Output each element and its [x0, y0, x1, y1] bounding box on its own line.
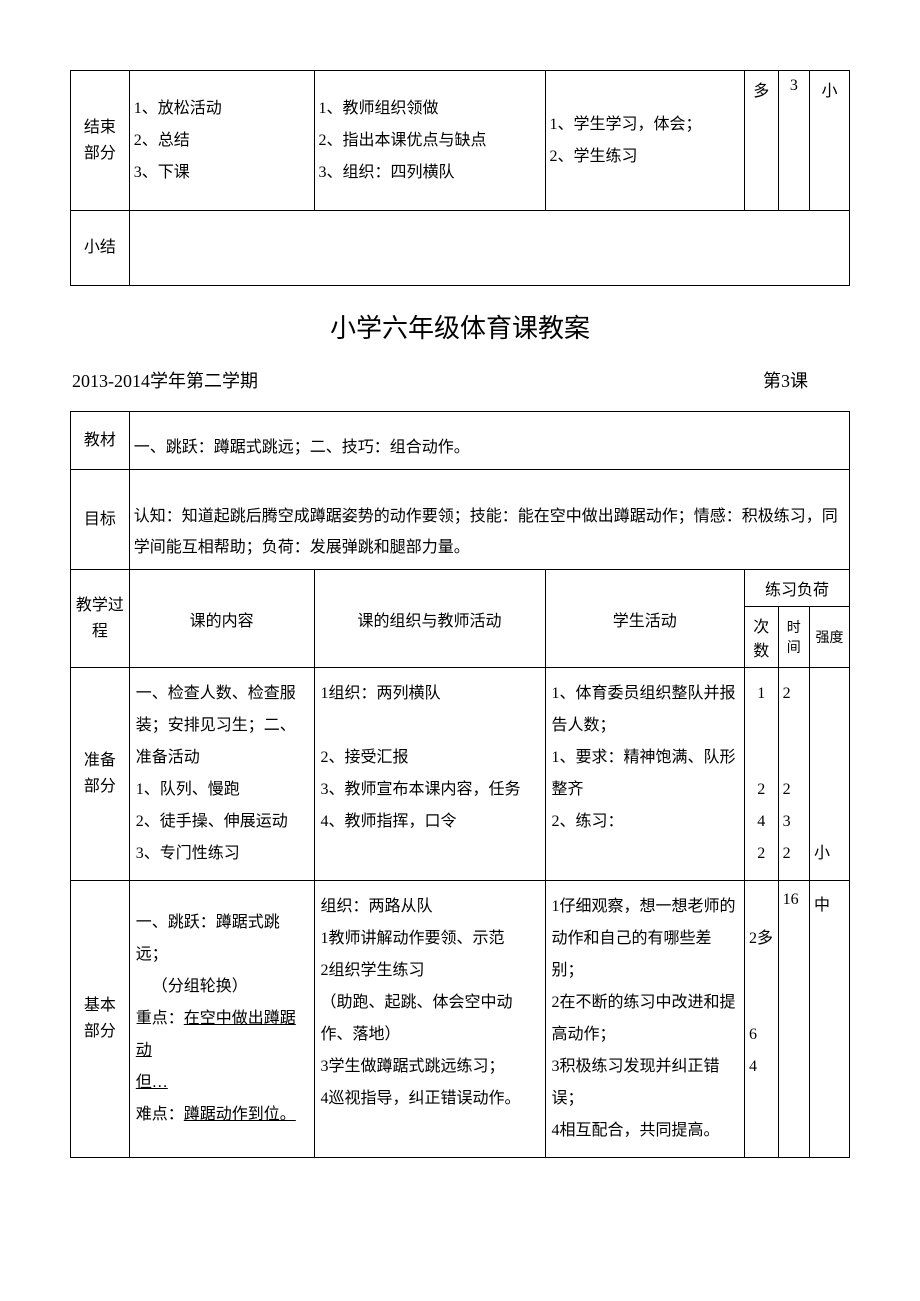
top-table: 结束 部分 1、放松活动 2、总结 3、下课 1、教师组织领做 2、指出本课优点…	[70, 70, 850, 286]
prep-label: 准备 部分	[71, 668, 130, 881]
basic-teacher: 组织：两路从队 1教师讲解动作要领、示范 2组织学生练习 （助跑、起跳、体会空中…	[314, 881, 545, 1158]
basic-content: 一、跳跃：蹲踞式跳远； （分组轮换） 重点：在空中做出蹲踞动 但… 难点：蹲踞动…	[129, 881, 314, 1158]
material-content: 一、跳跃：蹲踞式跳远；二、技巧：组合动作。	[129, 412, 849, 470]
lesson-number: 第3课	[763, 367, 808, 393]
end-label-l2: 部分	[75, 141, 125, 167]
basic-c2-l3a: 重点：	[136, 1010, 184, 1027]
basic-label-l1: 基本	[75, 993, 125, 1019]
subheader: 2013-2014学年第二学期 第3课	[70, 367, 850, 393]
basic-time: 16	[778, 881, 809, 1158]
header-process-l2: 程	[75, 619, 125, 645]
header-load: 练习负荷	[744, 570, 849, 607]
end-intensity: 小	[810, 71, 850, 211]
basic-label: 基本 部分	[71, 881, 130, 1158]
material-label: 教材	[71, 412, 130, 470]
header-student: 学生活动	[545, 570, 744, 668]
row-material: 教材 一、跳跃：蹲踞式跳远；二、技巧：组合动作。	[71, 412, 850, 470]
row-prep: 准备 部分 一、检查人数、检查服装；安排见习生；二、准备活动 1、队列、慢跑 2…	[71, 668, 850, 881]
basic-label-l2: 部分	[75, 1019, 125, 1045]
basic-intensity: 中	[810, 881, 850, 1158]
header-teacher: 课的组织与教师活动	[314, 570, 545, 668]
prep-student: 1、体育委员组织整队并报告人数； 1、要求：精神饱满、队形整齐 2、练习：	[545, 668, 744, 881]
header-count-l1: 次	[753, 619, 769, 636]
end-teacher: 1、教师组织领做 2、指出本课优点与缺点 3、组织：四列横队	[314, 71, 545, 211]
header-count-l2: 数	[753, 643, 769, 660]
end-student: 1、学生学习，体会； 2、学生练习	[545, 71, 744, 211]
basic-count: 2多 6 4	[744, 881, 778, 1158]
prep-label-l2: 部分	[75, 774, 125, 800]
basic-c2-l2: （分组轮换）	[136, 971, 308, 1003]
basic-c2-l4: 但…	[136, 1067, 308, 1099]
basic-student: 1仔细观察，想一想老师的动作和自己的有哪些差别； 2在不断的练习中改进和提高动作…	[545, 881, 744, 1158]
end-content: 1、放松活动 2、总结 3、下课	[129, 71, 314, 211]
objective-content: 认知：知道起跳后腾空成蹲踞姿势的动作要领；技能：能在空中做出蹲踞动作；情感：积极…	[129, 470, 849, 570]
end-time: 3	[778, 71, 809, 211]
header-intensity: 强度	[810, 607, 850, 668]
prep-content: 一、检查人数、检查服装；安排见习生；二、准备活动 1、队列、慢跑 2、徒手操、伸…	[129, 668, 314, 881]
prep-label-l1: 准备	[75, 748, 125, 774]
prep-intensity: 小	[810, 668, 850, 881]
header-process: 教学过 程	[71, 570, 130, 668]
end-label-l1: 结束	[75, 115, 125, 141]
row-header-1: 教学过 程 课的内容 课的组织与教师活动 学生活动 练习负荷	[71, 570, 850, 607]
main-table: 教材 一、跳跃：蹲踞式跳远；二、技巧：组合动作。 目标 认知：知道起跳后腾空成蹲…	[70, 411, 850, 1158]
basic-c2-l5b: 蹲踞动作到位。	[184, 1106, 296, 1123]
table-row-summary: 小结	[71, 211, 850, 286]
basic-c2-l5: 难点：蹲踞动作到位。	[136, 1099, 308, 1131]
end-count: 多	[744, 71, 778, 211]
summary-content	[129, 211, 849, 286]
basic-c2-l5a: 难点：	[136, 1106, 184, 1123]
prep-count: 1 2 4 2	[744, 668, 778, 881]
page-title: 小学六年级体育课教案	[70, 308, 850, 345]
semester-label: 2013-2014学年第二学期	[72, 367, 258, 393]
end-label: 结束 部分	[71, 71, 130, 211]
row-objective: 目标 认知：知道起跳后腾空成蹲踞姿势的动作要领；技能：能在空中做出蹲踞动作；情感…	[71, 470, 850, 570]
table-row-end: 结束 部分 1、放松活动 2、总结 3、下课 1、教师组织领做 2、指出本课优点…	[71, 71, 850, 211]
objective-label: 目标	[71, 470, 130, 570]
basic-c2-l3: 重点：在空中做出蹲踞动	[136, 1003, 308, 1067]
header-time: 时间	[778, 607, 809, 668]
header-content: 课的内容	[129, 570, 314, 668]
basic-c2-l4i: 但…	[136, 1074, 168, 1091]
summary-label: 小结	[71, 211, 130, 286]
basic-c2-l1: 一、跳跃：蹲踞式跳远；	[136, 907, 308, 971]
header-process-l1: 教学过	[75, 593, 125, 619]
prep-time: 2 2 3 2	[778, 668, 809, 881]
prep-teacher: 1组织：两列横队 2、接受汇报 3、教师宣布本课内容，任务 4、教师指挥，口令	[314, 668, 545, 881]
header-count: 次 数	[744, 607, 778, 668]
row-basic: 基本 部分 一、跳跃：蹲踞式跳远； （分组轮换） 重点：在空中做出蹲踞动 但… …	[71, 881, 850, 1158]
